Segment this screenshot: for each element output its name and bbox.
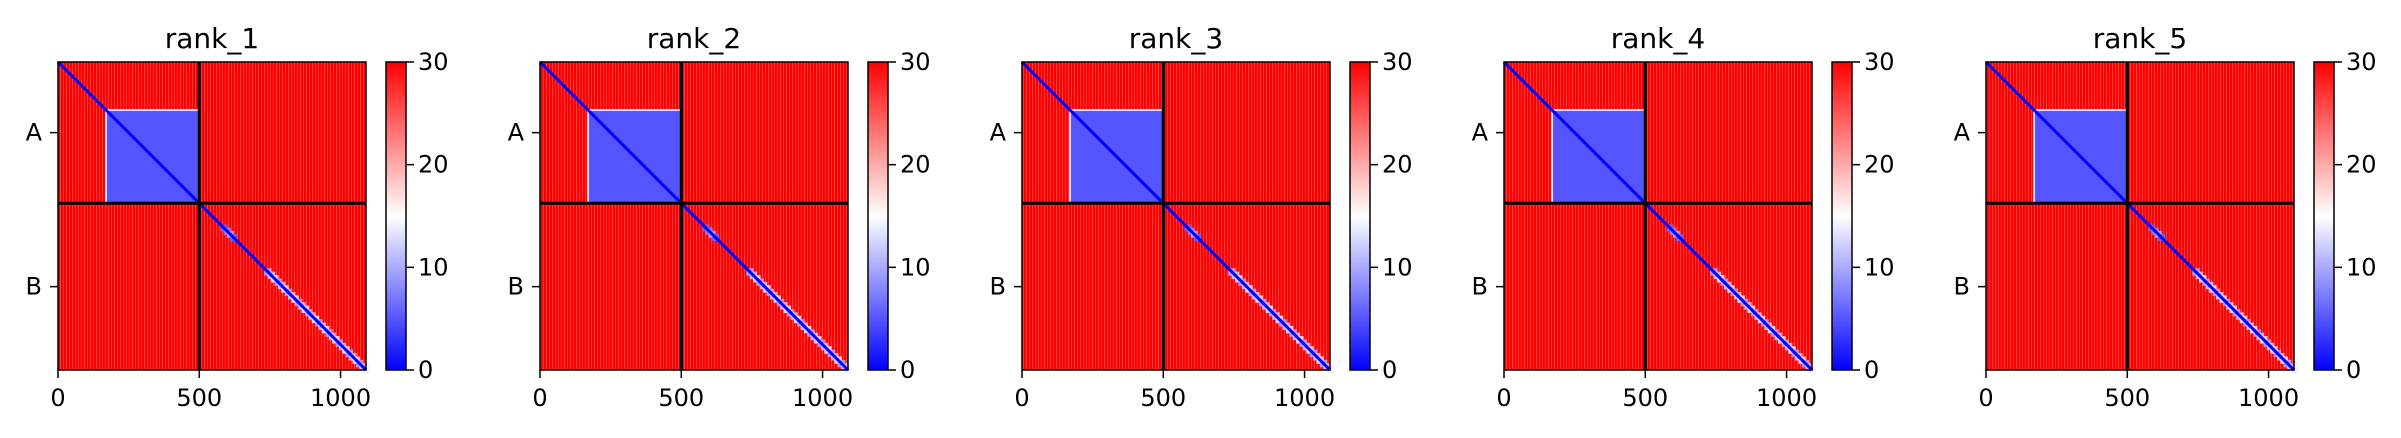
chart-panel-3: rank_3 0 500 1000 A B 0 10 20 30: [990, 22, 1413, 412]
chart-title: rank_1: [165, 22, 259, 55]
colorbar-tick-label: 20: [1864, 151, 1895, 179]
colorbar-tick-label: 20: [2346, 151, 2377, 179]
plot-frame: [1503, 61, 1813, 371]
colorbar-tick-label: 0: [418, 356, 433, 384]
colorbar-tick-label: 0: [1864, 356, 1879, 384]
chart-panel-4: rank_4 0 500 1000 A B 0 10 20 30: [1472, 22, 1895, 412]
heatmap-diagonal: [1502, 60, 1814, 372]
colorbar-tick-label: 30: [2346, 48, 2377, 76]
colorbar-tick-label: 10: [2346, 253, 2377, 281]
colorbar-tick-label: 30: [1864, 48, 1895, 76]
heatmap-diagonal: [1020, 60, 1332, 372]
y-tick-label: B: [508, 273, 524, 301]
colorbar-tick-label: 20: [900, 151, 931, 179]
colorbar-tick-label: 30: [900, 48, 931, 76]
y-tick-label: A: [508, 119, 525, 147]
y-tick-label: A: [1472, 119, 1489, 147]
x-tick-label: 1000: [310, 384, 371, 412]
colorbar: [1831, 61, 1853, 371]
x-tick-label: 0: [50, 384, 65, 412]
colorbar-tick-label: 10: [418, 253, 449, 281]
x-tick-label: 0: [1014, 384, 1029, 412]
y-tick-label: B: [26, 273, 42, 301]
chart-title: rank_3: [1129, 22, 1223, 55]
chart-title: rank_4: [1611, 22, 1705, 55]
y-tick-label: B: [1472, 273, 1488, 301]
colorbar-tick-label: 0: [900, 356, 915, 384]
plot-frame: [1021, 61, 1331, 371]
colorbar-tick-label: 0: [1382, 356, 1397, 384]
colorbar-tick-label: 20: [1382, 151, 1413, 179]
chart-title: rank_5: [2093, 22, 2187, 55]
plot-frame: [1985, 61, 2295, 371]
colorbar: [867, 61, 889, 371]
x-tick-label: 1000: [1274, 384, 1335, 412]
x-tick-label: 1000: [792, 384, 853, 412]
chart-title: rank_2: [647, 22, 741, 55]
x-tick-label: 500: [1140, 384, 1186, 412]
colorbar: [1349, 61, 1371, 371]
x-tick-label: 500: [176, 384, 222, 412]
x-tick-label: 0: [1978, 384, 1993, 412]
chart-panel-5: rank_5 0 500 1000 A B 0 10 20 30: [1954, 22, 2377, 412]
heatmap-diagonal: [538, 60, 850, 372]
colorbar: [385, 61, 407, 371]
x-tick-label: 500: [2104, 384, 2150, 412]
colorbar-tick-label: 10: [1864, 253, 1895, 281]
y-tick-label: B: [1954, 273, 1970, 301]
colorbar-tick-label: 0: [2346, 356, 2361, 384]
x-tick-label: 0: [532, 384, 547, 412]
colorbar-tick-label: 10: [900, 253, 931, 281]
y-tick-label: A: [26, 119, 43, 147]
x-tick-label: 1000: [2238, 384, 2299, 412]
y-tick-label: A: [1954, 119, 1971, 147]
colorbar: [2313, 61, 2335, 371]
colorbar-tick-label: 10: [1382, 253, 1413, 281]
chart-panel-2: rank_2 0 500 1000 A B 0 10 20 30: [508, 22, 931, 412]
heatmap-diagonal: [1984, 60, 2296, 372]
plot-frame: [539, 61, 849, 371]
y-tick-label: B: [990, 273, 1006, 301]
x-tick-label: 500: [658, 384, 704, 412]
chart-panel-1: rank_1 0 500 1000 A B 0 10 20 30: [26, 22, 449, 412]
colorbar-tick-label: 30: [1382, 48, 1413, 76]
colorbar-tick-label: 30: [418, 48, 449, 76]
x-tick-label: 1000: [1756, 384, 1817, 412]
plot-frame: [57, 61, 367, 371]
colorbar-tick-label: 20: [418, 151, 449, 179]
heatmap-diagonal: [56, 60, 368, 372]
x-tick-label: 0: [1496, 384, 1511, 412]
y-tick-label: A: [990, 119, 1007, 147]
x-tick-label: 500: [1622, 384, 1668, 412]
